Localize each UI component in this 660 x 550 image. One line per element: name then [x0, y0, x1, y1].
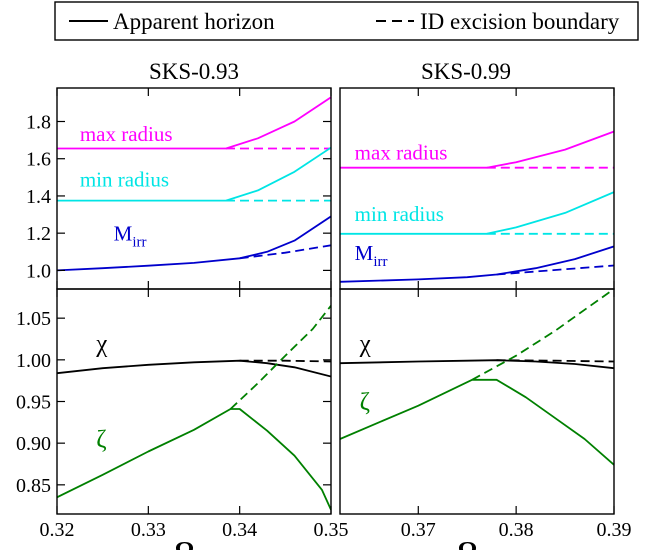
series-line--solid [340, 378, 614, 466]
y-tick-label: 1.8 [26, 112, 51, 134]
series-line--solid [57, 359, 331, 378]
y-tick-label: 1.05 [16, 308, 51, 330]
series-line-mirr-dashed [239, 244, 331, 260]
y-tick-label: 1.0 [26, 260, 51, 282]
x-tick-label: 0.32 [40, 519, 75, 541]
series-group [57, 305, 331, 511]
series-label: Mirr [355, 241, 388, 270]
series-line-mirr-solid [57, 215, 331, 272]
series-label: min radius [355, 202, 444, 226]
panel-title-left: SKS-0.93 [149, 59, 239, 84]
series-group [57, 96, 331, 272]
legend-box [54, 1, 639, 41]
x-tick-label: 0.39 [597, 519, 632, 541]
series-group [340, 130, 614, 283]
panel-bottom-left: 0.32 0.33 0.34 0.35 0.85 0.90 0.95 1.00 1.05 χ ζ Ωr [16, 288, 349, 550]
series-label: ζ [360, 389, 370, 416]
panel-top-left: 1.0 1.2 1.4 1.6 1.8 max radius min radius Mirr [26, 87, 332, 290]
panel-bottom-right: 0.37 0.38 0.39 χ ζ Ωr [339, 288, 632, 550]
panel-title-right: SKS-0.99 [421, 59, 511, 84]
y-tick-label: 0.95 [16, 392, 51, 414]
x-tick-label: 0.35 [314, 519, 349, 541]
legend: Apparent horizon ID excision boundary [54, 1, 639, 41]
series-line-minradius-solid [340, 191, 614, 235]
panel-top-right: max radius min radius Mirr [339, 87, 615, 290]
series-label: χ [359, 331, 371, 358]
panel-frame [339, 288, 615, 515]
series-line-maxradius-solid [57, 96, 331, 150]
series-line--dashed [239, 359, 331, 363]
legend-dashed-label: ID excision boundary [420, 9, 620, 34]
x-tick-label: 0.37 [401, 519, 436, 541]
y-tick-label: 0.85 [16, 475, 51, 497]
series-label: max radius [355, 141, 448, 165]
y-tick-label: 1.6 [26, 149, 51, 171]
y-tick-label: 1.2 [26, 223, 51, 245]
x-axis-label: Ωr [175, 538, 201, 550]
series-label: χ [95, 331, 107, 358]
series-group [340, 289, 614, 466]
series-label: max radius [80, 122, 173, 146]
series-line-mirr-dashed [496, 264, 614, 276]
series-line--solid [57, 408, 331, 511]
x-axis-label: Ωr [458, 538, 484, 550]
x-tick-label: 0.38 [499, 519, 534, 541]
series-label: min radius [80, 168, 169, 192]
x-tick-label: 0.33 [131, 519, 166, 541]
series-label: ζ [96, 426, 106, 453]
series-line-maxradius-solid [340, 130, 614, 169]
series-line--dashed [471, 289, 614, 381]
y-tick-label: 0.90 [16, 433, 51, 455]
legend-solid-label: Apparent horizon [113, 9, 275, 34]
series-line--dashed [229, 305, 331, 410]
y-tick-label: 1.00 [16, 350, 51, 372]
x-tick-label: 0.34 [222, 519, 257, 541]
series-line--dashed [496, 359, 614, 363]
y-tick-label: 1.4 [26, 186, 51, 208]
series-label: Mirr [114, 222, 147, 251]
series-line-minradius-solid [57, 146, 331, 202]
panel-frame [56, 288, 332, 515]
